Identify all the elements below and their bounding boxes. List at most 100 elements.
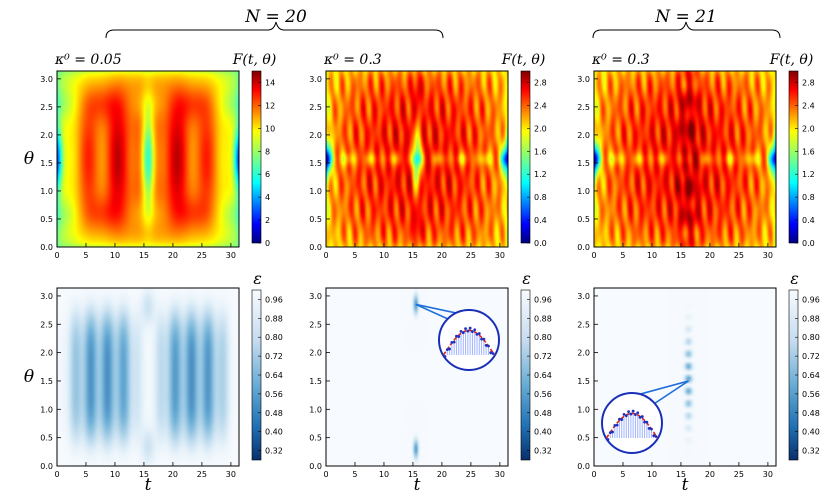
colorbar-tick-label: 0.48 — [534, 409, 552, 418]
colorbar-tick-label: 14 — [265, 78, 275, 87]
y-tick-label: 3.0 — [309, 75, 322, 84]
heatmap-image — [57, 288, 239, 466]
x-tick-label: 30 — [763, 470, 773, 479]
x-tick-label: 10 — [647, 470, 657, 479]
x-tick-label: 25 — [197, 251, 207, 260]
colorbar-tick-label: 2.8 — [802, 78, 815, 87]
colorbar-tick-label: 0.40 — [534, 428, 552, 437]
x-tick-label: 20 — [705, 470, 715, 479]
plot-frame — [56, 287, 240, 467]
heatmap-image — [326, 71, 508, 247]
colorbar-tick-label: 0.72 — [802, 352, 820, 361]
inset-dot — [608, 431, 612, 435]
inset-dot — [448, 347, 451, 351]
y-tick-label: 1.0 — [309, 187, 322, 196]
colorbar-label: ε — [253, 269, 262, 288]
colorbar-label: F(t, θ) — [501, 52, 546, 68]
y-tick-label: 1.5 — [577, 159, 590, 168]
colorbar-tick-label: 0.80 — [534, 333, 552, 342]
y-tick-label: 0.5 — [309, 215, 322, 224]
inset-dot — [487, 344, 490, 348]
inset-dot — [471, 330, 474, 334]
inset-dot — [468, 326, 472, 330]
colorbar-tick-label: 0.88 — [802, 314, 820, 323]
y-tick-label: 2.0 — [577, 131, 590, 140]
inset-dot — [652, 434, 656, 438]
colorbar-tick-label: 0.96 — [534, 295, 552, 304]
colorbar-tick-label: 0.48 — [265, 409, 283, 418]
colorbar-label: ε — [522, 269, 531, 288]
x-axis-label: t — [145, 475, 152, 495]
y-tick-label: 0.0 — [309, 243, 322, 252]
inset-dot — [489, 351, 493, 355]
inset-circle — [438, 309, 500, 371]
panel-title: κ⁰ = 0.3 — [323, 52, 382, 68]
colorbar-tick-label: 2.0 — [534, 124, 547, 133]
y-tick-label: 2.0 — [309, 349, 322, 358]
colorbar-tick-label: 8 — [265, 147, 270, 156]
plot-frame — [325, 70, 509, 248]
inset-dot — [455, 334, 458, 338]
inset-dot — [457, 335, 461, 338]
colorbar-tick-label: 0.72 — [534, 352, 552, 361]
inset-dot — [466, 329, 470, 333]
panel-title: κ⁰ = 0.05 — [54, 52, 122, 68]
colorbar-tick-label: 0.0 — [534, 239, 547, 248]
chart-panel-1: 0 5 10 15 20 25 300.00.51.01.52.02.53.0κ⁰ = 0.… — [24, 52, 276, 260]
colorbar-tick-label: 0.56 — [265, 390, 283, 399]
inset-dot — [482, 337, 486, 341]
inset-dot — [480, 337, 483, 341]
x-tick-label: 5 — [352, 251, 357, 260]
colorbar — [520, 70, 531, 244]
colorbar-tick-label: 4 — [265, 193, 270, 202]
y-tick-label: 2.0 — [309, 131, 322, 140]
y-tick-label: 0.0 — [577, 462, 590, 471]
y-tick-label: 0.0 — [40, 462, 53, 471]
y-tick-label: 0.0 — [309, 462, 322, 471]
x-tick-label: 20 — [168, 470, 178, 479]
heatmap-image — [57, 71, 239, 247]
inset-dot — [643, 420, 646, 424]
x-tick-label: 5 — [620, 470, 625, 479]
x-tick-label: 15 — [408, 251, 418, 260]
colorbar-tick-label: 2.0 — [802, 124, 815, 133]
colorbar-tick-label: 0.48 — [802, 409, 820, 418]
y-tick-label: 2.5 — [309, 320, 322, 329]
panel-title: κ⁰ = 0.3 — [591, 52, 650, 68]
x-tick-label: 15 — [676, 251, 686, 260]
y-tick-label: 2.5 — [577, 320, 590, 329]
inset-dot — [452, 340, 456, 344]
colorbar-tick-label: 6 — [265, 170, 270, 179]
y-tick-label: 0.0 — [577, 243, 590, 252]
y-tick-label: 3.0 — [577, 75, 590, 84]
colorbar-tick-label: 0.32 — [802, 447, 820, 456]
inset-dot — [629, 412, 633, 416]
inset-dot — [606, 438, 610, 441]
colorbar-tick-label: 0 — [265, 239, 270, 248]
group-label-n20: N = 20 — [244, 7, 307, 27]
x-tick-label: 10 — [110, 470, 120, 479]
colorbar-tick-label: 0.88 — [265, 314, 283, 323]
y-tick-label: 0.5 — [40, 215, 53, 224]
colorbar-tick-label: 0.96 — [265, 295, 283, 304]
plot-frame — [56, 70, 240, 248]
colorbar-tick-label: 1.6 — [534, 147, 547, 156]
colorbar-tick-label: 0.64 — [534, 371, 552, 380]
x-axis-label: t — [414, 475, 421, 495]
y-tick-label: 1.0 — [40, 187, 53, 196]
colorbar-tick-label: 0.96 — [802, 295, 820, 304]
colorbar-tick-label: 0.8 — [534, 193, 547, 202]
colorbar — [788, 70, 799, 244]
inset-dot — [638, 416, 642, 419]
colorbar-label: ε — [790, 269, 799, 288]
x-tick-label: 30 — [495, 470, 505, 479]
x-tick-label: 15 — [408, 470, 418, 479]
colorbar-tick-label: 0.40 — [802, 428, 820, 437]
colorbar-tick-label: 2.4 — [534, 101, 547, 110]
x-tick-label: 0 — [591, 470, 596, 479]
chart-panel-3: 0 5 10 15 20 25 30 0.0 0.5 1.0 1.5 2.0 2.5 3.0κ⁰ = 0.… — [577, 52, 814, 260]
inset-dot — [647, 427, 651, 430]
y-tick-label: 2.0 — [40, 131, 53, 140]
inset-dot — [450, 341, 454, 344]
